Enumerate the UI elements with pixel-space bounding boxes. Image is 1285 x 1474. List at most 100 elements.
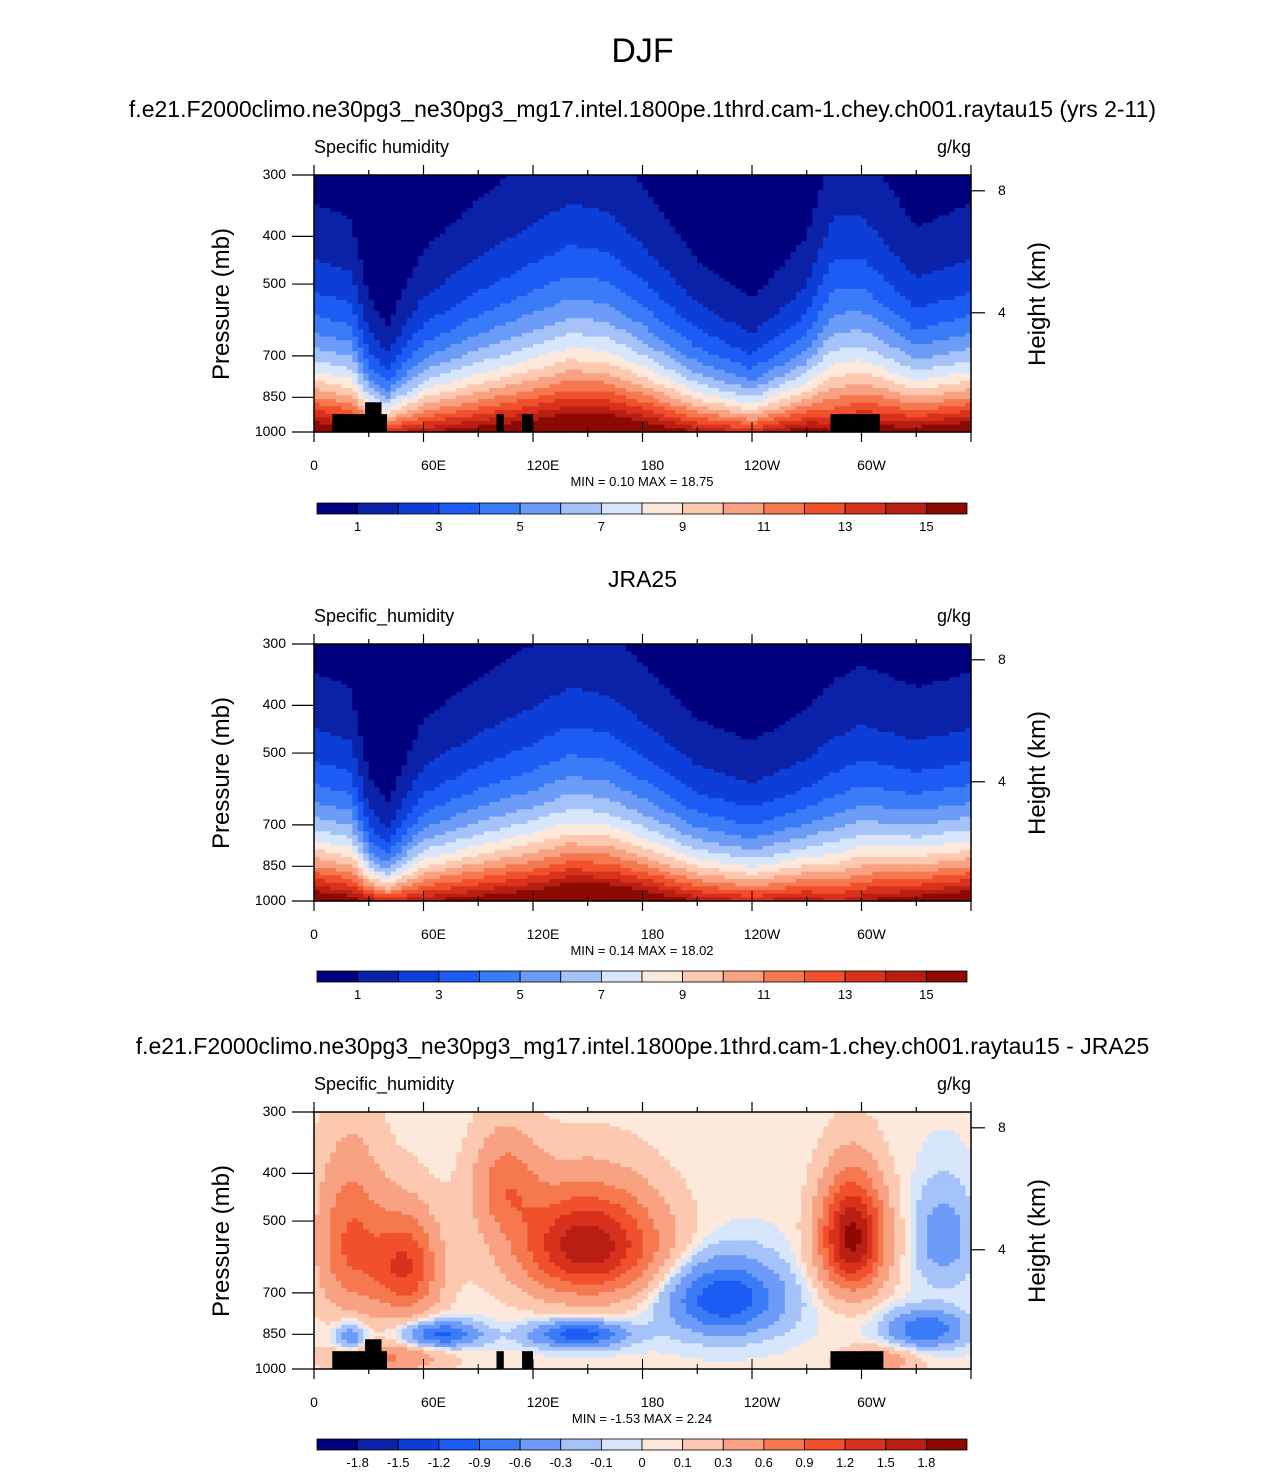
pressure-tick-label: 700 — [226, 816, 286, 832]
height-tick-label: 8 — [998, 651, 1006, 667]
longitude-tick-label: 60W — [832, 926, 912, 942]
colorbar-swatch — [845, 971, 886, 982]
colorbar-swatch — [683, 503, 724, 514]
colorbar-label: 0.9 — [785, 1455, 825, 1470]
colorbar-label: 3 — [419, 987, 459, 1002]
colorbar-swatch — [764, 503, 805, 514]
min-max-text: MIN = 0.14 MAX = 18.02 — [492, 943, 792, 958]
pressure-tick-label: 500 — [226, 744, 286, 760]
colorbar-label: 7 — [581, 519, 621, 534]
colorbar-label: 3 — [419, 519, 459, 534]
colorbar-swatch — [642, 503, 683, 514]
height-tick-label: 4 — [998, 1241, 1006, 1257]
longitude-tick-label: 0 — [274, 1394, 354, 1410]
colorbar-swatch — [805, 1439, 846, 1450]
longitude-tick-label: 180 — [613, 926, 693, 942]
topography-mask — [497, 414, 504, 432]
colorbar-swatch — [317, 503, 358, 514]
y2-axis-title: Height (km) — [1024, 683, 1052, 863]
colorbar-swatch — [480, 971, 521, 982]
colorbar-label: 0.6 — [744, 1455, 784, 1470]
height-tick-label: 4 — [998, 304, 1006, 320]
longitude-tick-label: 0 — [274, 457, 354, 473]
colorbar-swatch — [683, 1439, 724, 1450]
longitude-tick-label: 180 — [613, 1394, 693, 1410]
colorbar-label: 9 — [663, 987, 703, 1002]
units-label: g/kg — [871, 1074, 971, 1095]
contour-field — [314, 1112, 972, 1370]
pressure-tick-label: 300 — [226, 635, 286, 651]
topography-mask — [365, 1339, 381, 1369]
colorbar-swatch — [805, 971, 846, 982]
topography-mask — [522, 414, 533, 432]
longitude-tick-label: 60E — [394, 1394, 474, 1410]
colorbar-label: 15 — [906, 519, 946, 534]
pressure-tick-label: 700 — [226, 1284, 286, 1300]
panel-title: f.e21.F2000climo.ne30pg3_ne30pg3_mg17.in… — [0, 96, 1285, 123]
colorbar-label: 9 — [663, 519, 703, 534]
pressure-tick-label: 400 — [226, 227, 286, 243]
colorbar-swatch — [561, 971, 602, 982]
colorbar-swatch — [845, 1439, 886, 1450]
pressure-tick-label: 400 — [226, 696, 286, 712]
longitude-tick-label: 120E — [503, 1394, 583, 1410]
y2-axis-title: Height (km) — [1024, 1151, 1052, 1331]
colorbar — [317, 1439, 967, 1450]
units-label: g/kg — [871, 137, 971, 158]
pressure-tick-label: 400 — [226, 1164, 286, 1180]
colorbar-swatch — [398, 503, 439, 514]
colorbar-swatch — [439, 1439, 480, 1450]
contour-field — [314, 644, 972, 902]
colorbar-swatch — [439, 971, 480, 982]
colorbar-swatch — [886, 1439, 927, 1450]
topography-mask — [830, 1351, 883, 1369]
colorbar-label: 1 — [338, 519, 378, 534]
colorbar-swatch — [805, 503, 846, 514]
y2-axis-title: Height (km) — [1024, 214, 1052, 394]
colorbar-swatch — [520, 971, 561, 982]
field-label: Specific humidity — [314, 137, 449, 158]
colorbar-swatch — [358, 971, 399, 982]
longitude-tick-label: 120W — [722, 457, 802, 473]
colorbar-label: -0.6 — [500, 1455, 540, 1470]
colorbar-label: 13 — [825, 519, 865, 534]
colorbar-swatch — [561, 503, 602, 514]
colorbar-label: -1.5 — [378, 1455, 418, 1470]
colorbar-swatch — [398, 1439, 439, 1450]
plot-frame — [314, 1112, 971, 1369]
longitude-tick-label: 60W — [832, 1394, 912, 1410]
colorbar-swatch — [317, 1439, 358, 1450]
height-tick-label: 8 — [998, 182, 1006, 198]
colorbar-swatch — [926, 1439, 967, 1450]
colorbar-swatch — [398, 971, 439, 982]
colorbar-swatch — [601, 971, 642, 982]
colorbar-label: 5 — [500, 987, 540, 1002]
colorbar-swatch — [886, 503, 927, 514]
pressure-tick-label: 700 — [226, 347, 286, 363]
colorbar-swatch — [317, 971, 358, 982]
colorbar-label: 1.2 — [825, 1455, 865, 1470]
colorbar-label: 0.1 — [663, 1455, 703, 1470]
colorbar-label: 5 — [500, 519, 540, 534]
longitude-tick-label: 60E — [394, 926, 474, 942]
topography-mask — [830, 414, 879, 432]
colorbar-label: 0 — [622, 1455, 662, 1470]
colorbar-label: 1.8 — [906, 1455, 946, 1470]
colorbar-label: 1.5 — [866, 1455, 906, 1470]
colorbar-label: 11 — [744, 987, 784, 1002]
colorbar-swatch — [723, 971, 764, 982]
units-label: g/kg — [871, 606, 971, 627]
colorbar-swatch — [642, 1439, 683, 1450]
plot-frame — [314, 644, 971, 901]
pressure-tick-label: 1000 — [226, 423, 286, 439]
pressure-tick-label: 500 — [226, 275, 286, 291]
colorbar-label: 13 — [825, 987, 865, 1002]
colorbar-label: 0.3 — [703, 1455, 743, 1470]
longitude-tick-label: 60E — [394, 457, 474, 473]
height-tick-label: 8 — [998, 1119, 1006, 1135]
pressure-tick-label: 500 — [226, 1212, 286, 1228]
colorbar-label: -0.9 — [460, 1455, 500, 1470]
colorbar-swatch — [480, 1439, 521, 1450]
colorbar-swatch — [358, 503, 399, 514]
longitude-tick-label: 120E — [503, 926, 583, 942]
